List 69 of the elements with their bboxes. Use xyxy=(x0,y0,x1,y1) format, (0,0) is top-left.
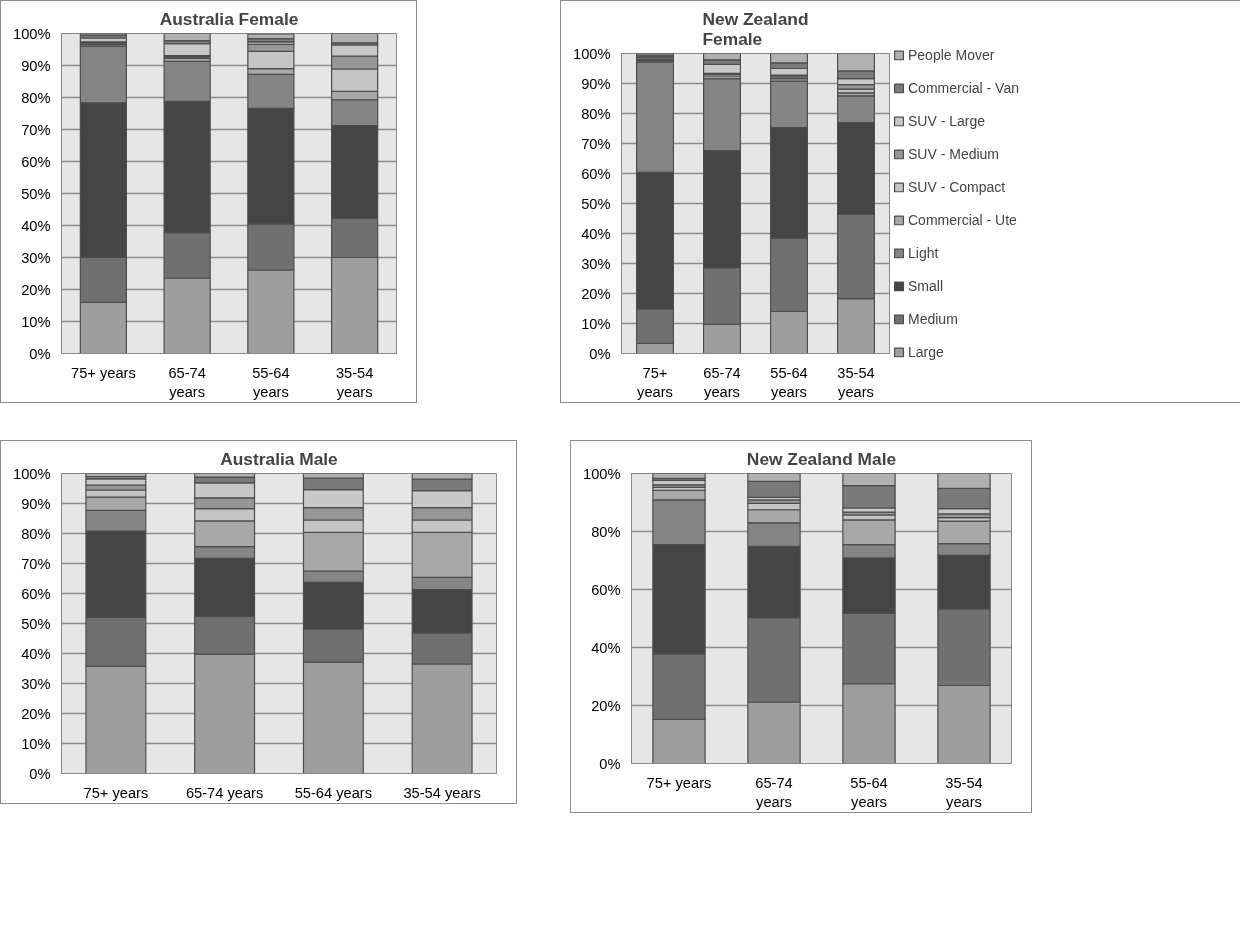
x-tick-label: 35-54 years xyxy=(403,784,481,801)
y-tick-label: 80% xyxy=(21,525,51,542)
y-tick-label: 60% xyxy=(21,153,51,170)
chart-title: New Zealand Female xyxy=(702,8,809,49)
legend-label: SUV - Large xyxy=(908,112,986,129)
y-tick-label: 20% xyxy=(21,281,51,298)
y-tick-label: 70% xyxy=(21,121,51,138)
legend-label: Large xyxy=(908,343,944,360)
x-tick-label: 55-64 years xyxy=(294,784,373,801)
legend-label: SUV - Medium xyxy=(908,145,1000,162)
x-tick-label: 65-74 years xyxy=(168,364,206,400)
y-tick-label: 50% xyxy=(581,195,611,212)
x-tick-label: 65-74 years xyxy=(703,364,741,400)
legend-label: Small xyxy=(908,277,944,294)
x-tick-label: 65-74 years xyxy=(755,774,793,810)
y-tick-label: 60% xyxy=(21,585,51,602)
y-tick-label: 0% xyxy=(599,755,621,772)
x-tick-label: 55-64 years xyxy=(770,364,808,400)
y-tick-label: 0% xyxy=(29,765,51,782)
x-tick-label: 55-64 years xyxy=(850,774,888,810)
y-tick-label: 70% xyxy=(21,555,51,572)
y-tick-label: 80% xyxy=(21,89,51,106)
legend-label: Commercial - Ute xyxy=(908,211,1017,228)
y-tick-label: 100% xyxy=(13,465,51,482)
x-tick-label: 75+ years xyxy=(83,784,149,801)
y-tick-label: 40% xyxy=(21,645,51,662)
x-tick-label: 35-54 years xyxy=(335,364,374,400)
chart-title: New Zealand Male xyxy=(746,448,897,469)
y-tick-label: 30% xyxy=(21,675,51,692)
y-tick-label: 20% xyxy=(591,697,621,714)
chart-title: Australia Male xyxy=(220,448,339,469)
x-tick-label: 75+ years xyxy=(70,364,136,381)
x-tick-label: 75+ years xyxy=(637,364,673,400)
y-tick-label: 60% xyxy=(581,165,611,182)
y-tick-label: 0% xyxy=(589,345,611,362)
y-tick-label: 30% xyxy=(21,249,51,266)
y-tick-label: 60% xyxy=(591,581,621,598)
chart-title: Australia Female xyxy=(159,8,299,29)
y-tick-label: 40% xyxy=(21,217,51,234)
y-tick-label: 90% xyxy=(21,57,51,74)
y-tick-label: 80% xyxy=(591,523,621,540)
x-tick-label: 35-54 years xyxy=(837,364,875,400)
x-tick-label: 75+ years xyxy=(646,774,712,791)
y-tick-label: 100% xyxy=(573,45,611,62)
legend-label: SUV - Compact xyxy=(908,178,1006,195)
x-tick-label: 65-74 years xyxy=(185,784,264,801)
x-tick-label: 55-64 years xyxy=(252,364,290,400)
legend-label: Commercial - Van xyxy=(908,79,1019,96)
y-tick-label: 70% xyxy=(581,135,611,152)
y-tick-label: 100% xyxy=(583,465,621,482)
y-tick-label: 10% xyxy=(21,735,51,752)
y-tick-label: 90% xyxy=(581,75,611,92)
y-tick-label: 20% xyxy=(21,705,51,722)
y-tick-label: 30% xyxy=(581,255,611,272)
y-tick-label: 50% xyxy=(21,185,51,202)
x-tick-label: 35-54 years xyxy=(945,774,983,810)
y-tick-label: 40% xyxy=(591,639,621,656)
y-tick-label: 100% xyxy=(13,25,51,42)
y-tick-label: 0% xyxy=(29,345,51,362)
legend-label: People Mover xyxy=(908,46,995,63)
y-tick-label: 10% xyxy=(581,315,611,332)
legend-label: Medium xyxy=(908,310,958,327)
y-tick-label: 40% xyxy=(581,225,611,242)
y-tick-label: 10% xyxy=(21,313,51,330)
legend-label: Light xyxy=(908,244,939,261)
y-tick-label: 90% xyxy=(21,495,51,512)
y-tick-label: 20% xyxy=(581,285,611,302)
y-tick-label: 50% xyxy=(21,615,51,632)
y-tick-label: 80% xyxy=(581,105,611,122)
